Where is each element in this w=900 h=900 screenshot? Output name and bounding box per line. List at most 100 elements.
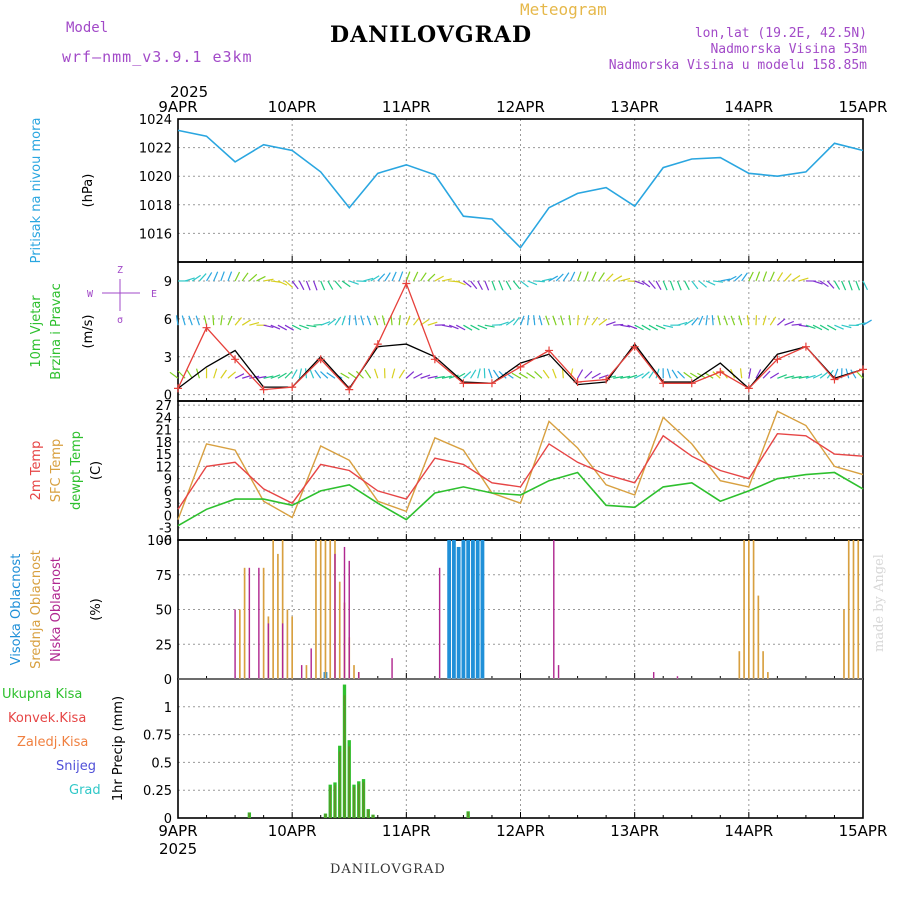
wind-arrow: [541, 278, 552, 282]
wind-arrow: [841, 324, 852, 329]
wind-arrow: [420, 272, 427, 282]
cloud-bar-srednja: [752, 540, 755, 679]
cloud-bar-srednja: [852, 540, 855, 679]
wind-arrow: [762, 315, 767, 326]
wind-arrow: [213, 368, 218, 379]
wind-arrow: [220, 315, 223, 326]
wind-arrow: [305, 280, 311, 291]
wind-arrow: [684, 319, 694, 326]
wind-arrow: [277, 280, 288, 286]
wind-arrow: [298, 368, 303, 379]
wind-arrow: [184, 277, 195, 282]
cloud-bar-srednja: [324, 540, 327, 679]
wind-arrow: [705, 315, 708, 326]
wind-arrow: [762, 271, 768, 282]
precip-bar-conv: [329, 787, 332, 818]
wind-arrow: [791, 275, 801, 282]
wind-arrow: [805, 324, 816, 330]
cloud-bar-srednja: [243, 567, 246, 679]
wind-arrow: [463, 371, 472, 379]
wind-arrow: [398, 271, 404, 282]
wind-arrow: [862, 280, 869, 291]
wind-arrow: [826, 280, 835, 289]
y-tick-label: 0.75: [143, 729, 172, 744]
wind-arrow: [284, 324, 294, 331]
wind-arrow: [548, 275, 559, 282]
wind-arrow: [234, 271, 241, 282]
y-tick-label: 0.25: [143, 784, 172, 799]
wind-arrow: [519, 315, 525, 326]
y-axis-title: Niska Oblacnost: [49, 557, 64, 662]
wind-arrow: [755, 369, 762, 379]
precip-bar-conv: [353, 787, 355, 818]
wind-arrow: [512, 280, 521, 290]
footer-station-title: DANILOVGRAD: [330, 862, 446, 877]
cloud-bar-niska: [652, 672, 655, 679]
wind-arrow: [327, 280, 334, 290]
y-tick-label: -6: [159, 534, 172, 549]
wind-arrow: [560, 315, 564, 326]
wind-model-marker: [830, 375, 839, 384]
y-axis-title: 1hr Precip (mm): [111, 696, 126, 801]
wind-arrow: [598, 374, 609, 379]
wind-arrow: [470, 369, 477, 379]
wind-arrow: [405, 271, 411, 282]
wind-arrow: [277, 372, 287, 379]
dewpoint-line: [177, 471, 864, 527]
precip-bar-conv: [372, 814, 374, 818]
wind-arrow: [561, 368, 564, 379]
wind-arrow: [798, 277, 809, 282]
wind-arrow: [634, 324, 644, 331]
wind-arrow: [666, 368, 671, 379]
cloud-bar-srednja: [281, 540, 284, 679]
cloud-bar-niska: [248, 567, 251, 679]
y-tick-label: 3: [164, 497, 172, 512]
cloud-bar-niska: [553, 540, 555, 679]
wind-arrow: [819, 324, 830, 331]
y-tick-label: 15: [155, 448, 172, 463]
wind-arrow: [191, 274, 201, 282]
y-tick-label: 21: [155, 424, 172, 439]
wind-arrow: [562, 272, 570, 282]
cloud-bar-srednja: [239, 609, 241, 679]
cloud-bar-srednja: [338, 581, 341, 679]
wind-arrow: [441, 278, 452, 282]
wind-arrow: [691, 280, 699, 290]
wind-arrow: [677, 321, 688, 326]
wind-arrow: [713, 280, 724, 283]
wind-arrow: [568, 315, 572, 326]
compass-west: W: [87, 289, 94, 300]
wind-arrow: [349, 280, 359, 285]
y-tick-label: 0: [164, 389, 172, 404]
x-tick-label-top: 14APR: [724, 98, 773, 116]
wind-arrow: [584, 271, 589, 282]
model-name: wrf—nmm_v3.9.1 e3km: [62, 48, 253, 66]
wind-arrow: [434, 275, 444, 282]
wind-arrow: [777, 374, 787, 379]
wind-arrow: [498, 370, 507, 379]
wind-arrow: [256, 375, 267, 379]
wind-arrow: [613, 375, 624, 379]
y-tick-label: 12: [155, 460, 172, 475]
wind-arrow: [746, 315, 750, 326]
wind-arrow: [641, 371, 650, 379]
wind-arrow: [434, 375, 445, 379]
cloud-bar-srednja: [262, 567, 265, 679]
wind-arrow: [598, 272, 605, 282]
y-tick-label: 75: [155, 569, 172, 584]
wind-arrow: [405, 315, 411, 326]
cloud-bar-niska: [557, 665, 560, 679]
precip-bar-conv: [362, 782, 365, 818]
y-axis-title: SFC Temp: [49, 439, 64, 503]
wind-arrow: [798, 375, 809, 379]
cloud-bar-visoka: [466, 540, 471, 679]
wind-arrow: [263, 324, 274, 329]
wind-model-marker: [487, 379, 496, 388]
wind-arrow: [427, 375, 438, 379]
wind-model-marker: [259, 385, 268, 394]
wind-arrow: [769, 316, 777, 326]
cloud-bar-niska: [300, 665, 303, 679]
cloud-bar-niska: [348, 560, 350, 679]
wind-arrow: [498, 280, 504, 291]
wind-arrow: [663, 324, 674, 328]
